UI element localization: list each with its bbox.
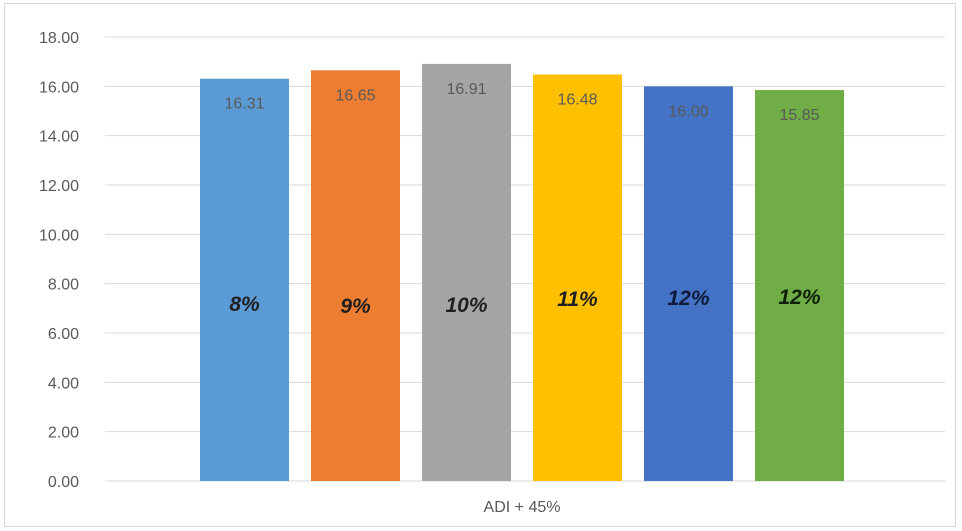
y-tick-label: 12.00: [39, 178, 79, 195]
bar: [755, 90, 844, 482]
bar-percent-annotation: 12%: [667, 287, 709, 310]
bar-percent-annotation: 12%: [778, 286, 820, 309]
y-tick-label: 8.00: [48, 277, 79, 294]
bars: [200, 63, 844, 482]
bar: [311, 70, 400, 482]
bar: [200, 78, 289, 481]
y-tick-label: 0.00: [48, 474, 79, 491]
bar-labels: 16.31 8% 16.65 9% 16.91 10% 16.48 11% 16.00 12% 15…: [224, 81, 820, 318]
x-axis-categories: ADI + 45%: [484, 499, 561, 516]
bar-percent-annotation: 11%: [557, 288, 598, 311]
bar-percent-annotation: 9%: [340, 295, 371, 318]
bar-value-label: 16.31: [224, 96, 264, 113]
y-tick-label: 6.00: [48, 326, 79, 343]
bar-value-label: 15.85: [779, 107, 819, 124]
bar-value-label: 16.91: [446, 81, 486, 98]
bar-percent-annotation: 8%: [229, 293, 260, 316]
bar-value-label: 16.65: [335, 87, 375, 104]
y-axis-ticks: 0.00 2.00 4.00 6.00 8.00 10.00 12.00 14.00 16.00…: [39, 30, 79, 491]
bar-percent-annotation: 10%: [445, 294, 487, 317]
y-tick-label: 2.00: [48, 425, 79, 442]
bar-value-label: 16.00: [668, 103, 708, 120]
bar-value-label: 16.48: [557, 91, 597, 108]
y-tick-label: 4.00: [48, 375, 79, 392]
y-tick-label: 16.00: [39, 79, 79, 96]
bar-chart: 0.00 2.00 4.00 6.00 8.00 10.00 12.00 14.00 16.00…: [39, 30, 945, 516]
x-category-label: ADI + 45%: [484, 499, 561, 516]
bar: [644, 86, 733, 481]
bar: [422, 63, 511, 482]
y-tick-label: 10.00: [39, 227, 79, 244]
bar: [533, 74, 622, 481]
y-tick-label: 18.00: [39, 30, 79, 47]
y-tick-label: 14.00: [39, 129, 79, 146]
chart-frame: 0.00 2.00 4.00 6.00 8.00 10.00 12.00 14.00 16.00…: [4, 3, 956, 527]
